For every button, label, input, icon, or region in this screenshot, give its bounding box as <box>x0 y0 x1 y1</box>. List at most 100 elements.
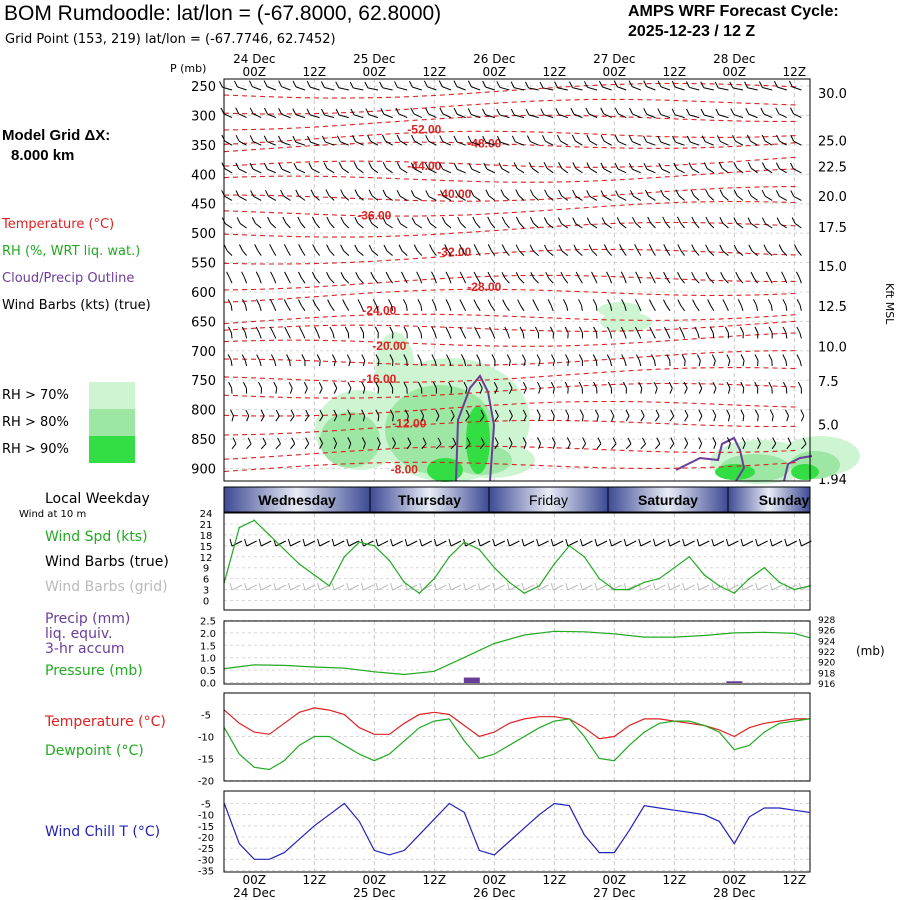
wind-barb-flag <box>679 326 683 334</box>
height-tick-label: 17.5 <box>818 221 847 236</box>
wind-barb-flag <box>390 538 394 547</box>
wind-barb <box>238 113 247 119</box>
wind-barb-flag <box>249 107 254 115</box>
wind-barb-flag <box>244 582 248 591</box>
wind-barb-flag <box>790 107 794 115</box>
wind-barb-flag <box>487 299 492 306</box>
wind-barb-flag <box>353 162 358 169</box>
wind-barb-flag <box>658 162 663 170</box>
wind-barb-flag <box>291 437 296 444</box>
wind-barb <box>552 443 556 449</box>
wind-barb-flag <box>521 538 525 547</box>
wind-barb <box>246 584 257 591</box>
wind-barb <box>650 222 656 229</box>
wind-barb-flag <box>705 216 710 224</box>
wind-barb <box>785 360 788 367</box>
wind-barb <box>238 140 247 146</box>
wind-barb-flag <box>718 162 723 169</box>
wind-barb-flag <box>663 271 668 279</box>
wind-barb-flag <box>368 162 373 169</box>
wind-barb-flag <box>492 538 496 547</box>
wind-barb-flag <box>234 80 238 88</box>
wind-barb <box>283 195 291 201</box>
wind-barb <box>450 388 453 394</box>
wind-barb <box>793 113 802 119</box>
wind-barb-flag <box>255 326 260 334</box>
chart-title: BOM Rumdoodle: lat/lon = (-67.8000, 62.8… <box>4 2 442 25</box>
wind-barb-flag <box>651 354 655 361</box>
wind-barb <box>325 141 335 146</box>
precip-bar <box>726 681 743 683</box>
wind-barb <box>777 86 787 91</box>
wind-barb <box>698 388 703 394</box>
wind-barb <box>660 114 671 119</box>
wind-barb-flag <box>670 437 675 444</box>
wind-barb-flag <box>761 162 766 169</box>
wind-barb-flag <box>306 108 311 116</box>
wind-barb-flag <box>768 354 773 361</box>
wind-barb <box>793 140 802 146</box>
wind-barb <box>691 168 700 174</box>
wind-barb <box>655 443 661 450</box>
wind-barb <box>492 332 496 339</box>
wind-barb <box>640 388 643 394</box>
top-date-label: 24 Dec <box>233 52 275 66</box>
wind-barb-flag <box>712 437 717 444</box>
wind-barb-flag <box>295 189 300 197</box>
wind-barb <box>602 86 612 91</box>
weekday-label: Friday <box>529 492 568 508</box>
wind-barb <box>515 141 525 146</box>
bottom-hour-tick-label: 00Z <box>363 873 387 887</box>
wind-barb <box>552 415 555 422</box>
precip-tick-label: 0.0 <box>200 679 216 690</box>
wind-panel-frame <box>223 512 811 611</box>
wind-barb <box>428 195 437 201</box>
wind-barb <box>304 540 316 547</box>
wind-barb-flag <box>744 81 748 88</box>
wind-barb <box>653 360 656 367</box>
wind-barb <box>609 332 613 339</box>
wind-barb-flag <box>347 381 352 389</box>
wind-barb-flag <box>229 538 233 547</box>
wind-barb-flag <box>652 582 656 591</box>
wind-barb-flag <box>778 244 783 251</box>
wind-barb <box>476 250 481 256</box>
wind-barbs-grid-label: Wind Barbs (grid) <box>45 579 168 595</box>
wind-barb <box>333 443 338 449</box>
wind-barb-flag <box>235 190 240 197</box>
top-hour-tick-label: 12Z <box>663 65 687 79</box>
wind-barb <box>428 168 437 174</box>
wind-barb <box>471 113 481 119</box>
wind-barb-flag <box>271 354 275 361</box>
wind-barb-flag <box>410 107 415 115</box>
wind-barb <box>567 415 570 422</box>
wind-barb-flag <box>303 382 308 389</box>
wind-barb-flag <box>724 326 729 334</box>
isotherm-line <box>223 400 799 417</box>
wind-barb <box>267 141 276 146</box>
wind-speed-point <box>523 592 526 595</box>
wind-speed-point <box>613 588 616 591</box>
bottom-hour-tick-label: 00Z <box>243 873 267 887</box>
wind-barb-flag <box>459 271 464 279</box>
wind-barb-flag <box>269 244 274 251</box>
wind-barb <box>603 195 612 201</box>
wind-barb-flag <box>219 81 223 88</box>
wind-barb <box>523 540 535 547</box>
wind-barb-flag <box>528 162 533 169</box>
wind-barb-flag <box>275 409 280 417</box>
wind-barb-flag <box>586 134 591 142</box>
wind-barb-flag <box>376 437 381 444</box>
wind-barb <box>623 332 627 339</box>
wind-barb-flag <box>614 135 619 142</box>
wind-barb <box>609 360 613 367</box>
wind-barb-flag <box>382 162 387 169</box>
wind-barb <box>499 114 510 119</box>
wind-barb <box>750 140 758 146</box>
wind-barb-flag <box>361 381 366 389</box>
wind-barb-flag <box>616 217 621 224</box>
wind-barb-flag <box>648 299 653 306</box>
wind-barb <box>503 195 510 201</box>
wind-barb-flag <box>656 437 661 444</box>
wind-barb <box>651 250 656 256</box>
